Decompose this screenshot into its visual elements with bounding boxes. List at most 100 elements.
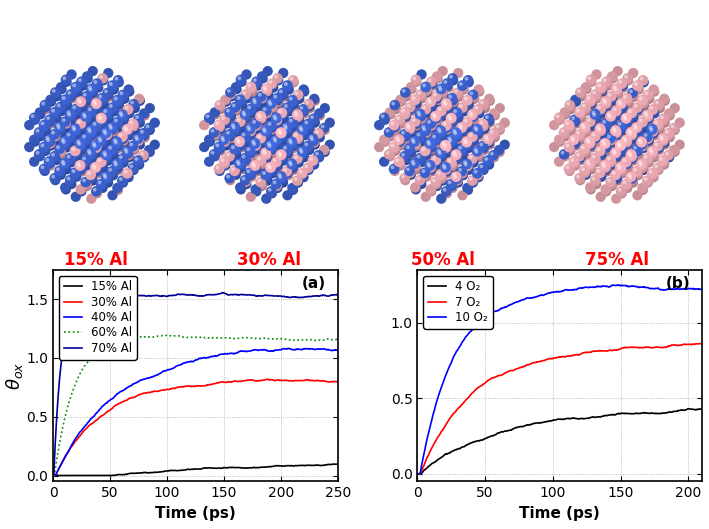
Circle shape: [289, 139, 291, 142]
Circle shape: [243, 92, 245, 94]
Circle shape: [316, 131, 318, 133]
Circle shape: [222, 139, 225, 141]
Circle shape: [661, 116, 663, 118]
Circle shape: [422, 126, 425, 129]
70% Al: [49, 472, 57, 479]
40% Al: [294, 346, 303, 352]
70% Al: [222, 291, 230, 297]
30% Al: [67, 444, 75, 451]
Circle shape: [211, 151, 214, 154]
Circle shape: [300, 129, 303, 131]
Circle shape: [146, 125, 149, 128]
Circle shape: [67, 177, 70, 180]
Circle shape: [666, 131, 668, 133]
60% Al: [49, 472, 57, 479]
Circle shape: [437, 172, 440, 175]
Circle shape: [116, 77, 118, 80]
Text: 75% Al: 75% Al: [585, 251, 649, 269]
Circle shape: [216, 144, 219, 147]
Circle shape: [254, 79, 256, 81]
Circle shape: [422, 148, 425, 151]
Circle shape: [597, 170, 600, 172]
Circle shape: [238, 97, 240, 99]
Circle shape: [284, 83, 287, 85]
Circle shape: [650, 129, 653, 131]
Circle shape: [635, 105, 637, 107]
Circle shape: [77, 162, 79, 165]
Circle shape: [279, 132, 281, 134]
Circle shape: [294, 134, 297, 136]
Circle shape: [94, 101, 96, 103]
Circle shape: [443, 144, 446, 147]
Circle shape: [79, 101, 82, 103]
Circle shape: [269, 81, 272, 84]
Circle shape: [316, 152, 318, 155]
Circle shape: [238, 118, 240, 121]
Circle shape: [386, 151, 389, 154]
Circle shape: [289, 141, 292, 144]
Circle shape: [94, 81, 96, 84]
Circle shape: [264, 152, 266, 154]
Circle shape: [294, 178, 297, 180]
15% Al: [67, 472, 75, 479]
Circle shape: [109, 83, 112, 85]
Circle shape: [602, 162, 605, 165]
Line: 60% Al: 60% Al: [53, 335, 337, 476]
Circle shape: [630, 90, 632, 93]
7 O₂: [698, 341, 706, 347]
Circle shape: [206, 115, 209, 117]
Circle shape: [258, 179, 260, 182]
Circle shape: [284, 168, 286, 171]
Circle shape: [130, 165, 133, 168]
40% Al: [230, 351, 239, 357]
Circle shape: [625, 76, 627, 78]
Circle shape: [470, 92, 473, 95]
Circle shape: [248, 84, 250, 87]
Circle shape: [639, 139, 642, 142]
Circle shape: [587, 97, 590, 99]
Circle shape: [586, 160, 589, 163]
Circle shape: [593, 113, 596, 116]
Circle shape: [262, 172, 265, 175]
Circle shape: [640, 97, 642, 100]
Circle shape: [619, 103, 622, 105]
X-axis label: Time (ps): Time (ps): [155, 506, 236, 521]
Circle shape: [252, 121, 255, 123]
Circle shape: [576, 131, 579, 134]
Circle shape: [634, 168, 637, 171]
Circle shape: [268, 144, 271, 147]
Circle shape: [36, 130, 39, 132]
Circle shape: [120, 114, 123, 116]
Circle shape: [623, 137, 626, 140]
Circle shape: [603, 101, 606, 103]
Circle shape: [262, 128, 265, 131]
Circle shape: [608, 179, 610, 182]
Circle shape: [94, 144, 96, 147]
Circle shape: [454, 176, 457, 178]
Circle shape: [666, 152, 668, 155]
Circle shape: [587, 162, 590, 165]
7 O₂: [579, 350, 587, 356]
Circle shape: [130, 121, 133, 124]
Circle shape: [408, 104, 410, 107]
Circle shape: [448, 115, 451, 118]
Circle shape: [227, 131, 229, 134]
Circle shape: [649, 170, 652, 173]
Circle shape: [274, 76, 277, 78]
7 O₂: [696, 340, 704, 346]
Circle shape: [233, 126, 235, 129]
Circle shape: [491, 152, 493, 155]
Circle shape: [438, 108, 441, 111]
10 O₂: [630, 283, 638, 289]
7 O₂: [413, 471, 422, 477]
Circle shape: [433, 94, 436, 96]
Circle shape: [571, 136, 574, 139]
Circle shape: [257, 157, 260, 160]
Circle shape: [639, 161, 642, 163]
Circle shape: [257, 113, 260, 116]
Circle shape: [125, 129, 128, 131]
Circle shape: [480, 143, 483, 145]
Circle shape: [99, 117, 101, 120]
15% Al: [294, 462, 303, 469]
7 O₂: [430, 439, 439, 445]
